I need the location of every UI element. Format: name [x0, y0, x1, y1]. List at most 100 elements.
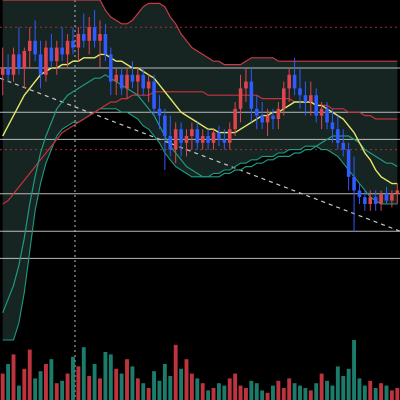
candle-body: [384, 193, 389, 201]
volume-bar: [271, 385, 275, 400]
candle-body: [98, 34, 102, 41]
volume-bar: [162, 364, 167, 400]
candle-body: [87, 27, 91, 41]
volume-bar: [189, 373, 194, 400]
candle-body: [44, 47, 48, 75]
candle: [265, 108, 270, 136]
candle-body: [373, 197, 378, 204]
candle: [314, 88, 318, 123]
candle-body: [292, 74, 297, 89]
candle-body: [71, 40, 75, 48]
candle: [17, 27, 21, 75]
volume-bar: [319, 373, 324, 400]
candle-body: [260, 115, 264, 123]
volume-bar: [98, 378, 102, 400]
candle-body: [82, 34, 86, 41]
candle: [260, 102, 264, 130]
candle: [357, 183, 362, 204]
volume-bar: [373, 388, 378, 400]
candle: [319, 102, 324, 130]
candle-body: [287, 74, 291, 89]
candle: [352, 156, 356, 232]
volume-bar: [60, 380, 65, 400]
candle: [368, 190, 373, 211]
candle-body: [114, 74, 118, 82]
candle: [98, 20, 102, 68]
volume-bar: [11, 354, 16, 400]
candle-body: [357, 190, 362, 198]
candle: [379, 190, 383, 211]
candle-body: [76, 34, 81, 48]
volume-bar: [33, 378, 38, 400]
candle-body: [379, 193, 383, 204]
volume-bar: [389, 390, 394, 400]
volume-bar: [71, 356, 75, 400]
candle: [125, 68, 129, 99]
candle: [103, 23, 108, 62]
candle: [38, 40, 43, 89]
volume-bar: [22, 368, 27, 400]
volume-bar: [195, 378, 200, 400]
candle: [184, 129, 189, 157]
candle: [222, 129, 227, 150]
volume-bar: [244, 388, 248, 400]
candle: [157, 95, 162, 130]
volume-bar: [200, 383, 205, 400]
candle-body: [157, 108, 162, 116]
volume-bar: [103, 352, 108, 400]
candle-body: [368, 197, 373, 204]
volume-bar: [6, 364, 11, 400]
volume-bar: [298, 385, 302, 400]
candle: [336, 115, 340, 150]
candle-body: [146, 81, 151, 89]
candle: [87, 17, 91, 55]
moving-average-fast-line: [2, 53, 398, 185]
volume-bar: [357, 378, 362, 400]
candle-body: [22, 51, 27, 68]
candle-body: [11, 54, 16, 75]
volume-bar: [206, 390, 211, 400]
candle: [217, 125, 221, 147]
volume-bar: [211, 388, 216, 400]
candle: [60, 27, 64, 62]
volume-bar: [157, 380, 162, 400]
volume-bar: [168, 376, 173, 400]
candle: [303, 81, 308, 116]
candle: [76, 27, 81, 62]
volume-bar: [238, 385, 243, 400]
candle-body: [109, 54, 113, 82]
volume-bar: [308, 390, 313, 400]
candle-body: [49, 47, 54, 62]
candle: [179, 122, 183, 157]
volume-bar: [135, 378, 140, 400]
volume-bar: [330, 385, 335, 400]
volume-bar: [276, 380, 281, 400]
candles: [0, 10, 400, 232]
candle: [287, 68, 291, 102]
candle: [141, 68, 146, 96]
candle: [33, 20, 37, 62]
candle: [395, 183, 400, 204]
candle-body: [179, 129, 183, 143]
candle-body: [271, 115, 275, 119]
bollinger-upper-line: [2, 0, 398, 66]
candle-body: [309, 95, 313, 102]
candle-body: [217, 132, 221, 140]
candle-body: [206, 136, 210, 143]
volume-bar: [314, 383, 319, 400]
candle-body: [249, 81, 254, 109]
candle-body: [390, 193, 394, 201]
candle: [152, 74, 156, 116]
volume-bar: [108, 354, 113, 400]
candle-body: [363, 197, 367, 204]
volume-bar: [249, 380, 254, 400]
candle: [249, 68, 254, 123]
candle: [363, 190, 367, 211]
volume-bar: [54, 383, 59, 400]
volume-bar: [265, 392, 270, 400]
volume-bar: [125, 359, 129, 400]
volume-bar: [341, 376, 346, 400]
candle: [109, 47, 113, 96]
candle: [227, 122, 232, 150]
candle-body: [60, 47, 64, 55]
